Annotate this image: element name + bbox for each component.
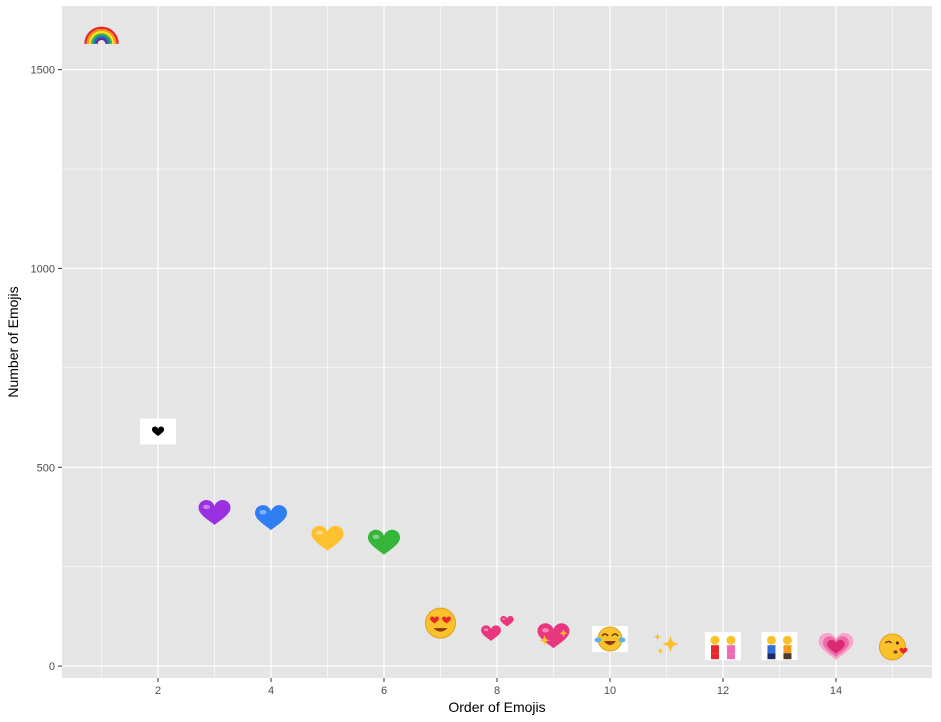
growing-heart-point: [818, 632, 854, 660]
black-heart-point: [140, 418, 177, 445]
y-tick-label: 0: [49, 661, 55, 673]
y-tick-label: 1000: [31, 263, 55, 275]
smiling-face-heart-eyes-point: [425, 607, 457, 639]
rainbow-point: [84, 26, 119, 45]
major-gridlines: [62, 6, 932, 678]
x-tick-label: 8: [494, 685, 500, 697]
yellow-heart-point: [311, 525, 344, 551]
x-tick-label: 14: [830, 685, 842, 697]
y-tick-labels: 0 500 1000 1500: [31, 65, 55, 673]
x-axis-title: Order of Emojis: [448, 699, 545, 715]
data-points: [84, 26, 908, 661]
two-hearts-point: [481, 616, 514, 641]
face-tears-of-joy-point: [591, 626, 628, 653]
men-holding-hands-point: [761, 632, 798, 661]
x-tick-label: 10: [604, 685, 616, 697]
x-tick-label: 12: [717, 685, 729, 697]
sparkles-point: [653, 633, 679, 655]
x-tick-label: 6: [381, 685, 387, 697]
y-tick-label: 1500: [31, 65, 55, 77]
purple-heart-point: [198, 499, 231, 525]
y-tick-label: 500: [37, 462, 55, 474]
x-tick-label: 2: [155, 685, 161, 697]
green-heart-point: [368, 529, 401, 555]
sparkling-heart-point: [537, 623, 570, 649]
blue-heart-point: [255, 505, 288, 531]
axis-ticks: [58, 69, 837, 682]
x-tick-label: 4: [268, 685, 274, 697]
women-holding-hands-point: [704, 632, 741, 661]
y-axis-title: Number of Emojis: [5, 286, 21, 397]
x-tick-labels: 2 4 6 8 10 12 14: [155, 685, 842, 697]
face-blowing-kiss-point: [878, 633, 908, 661]
